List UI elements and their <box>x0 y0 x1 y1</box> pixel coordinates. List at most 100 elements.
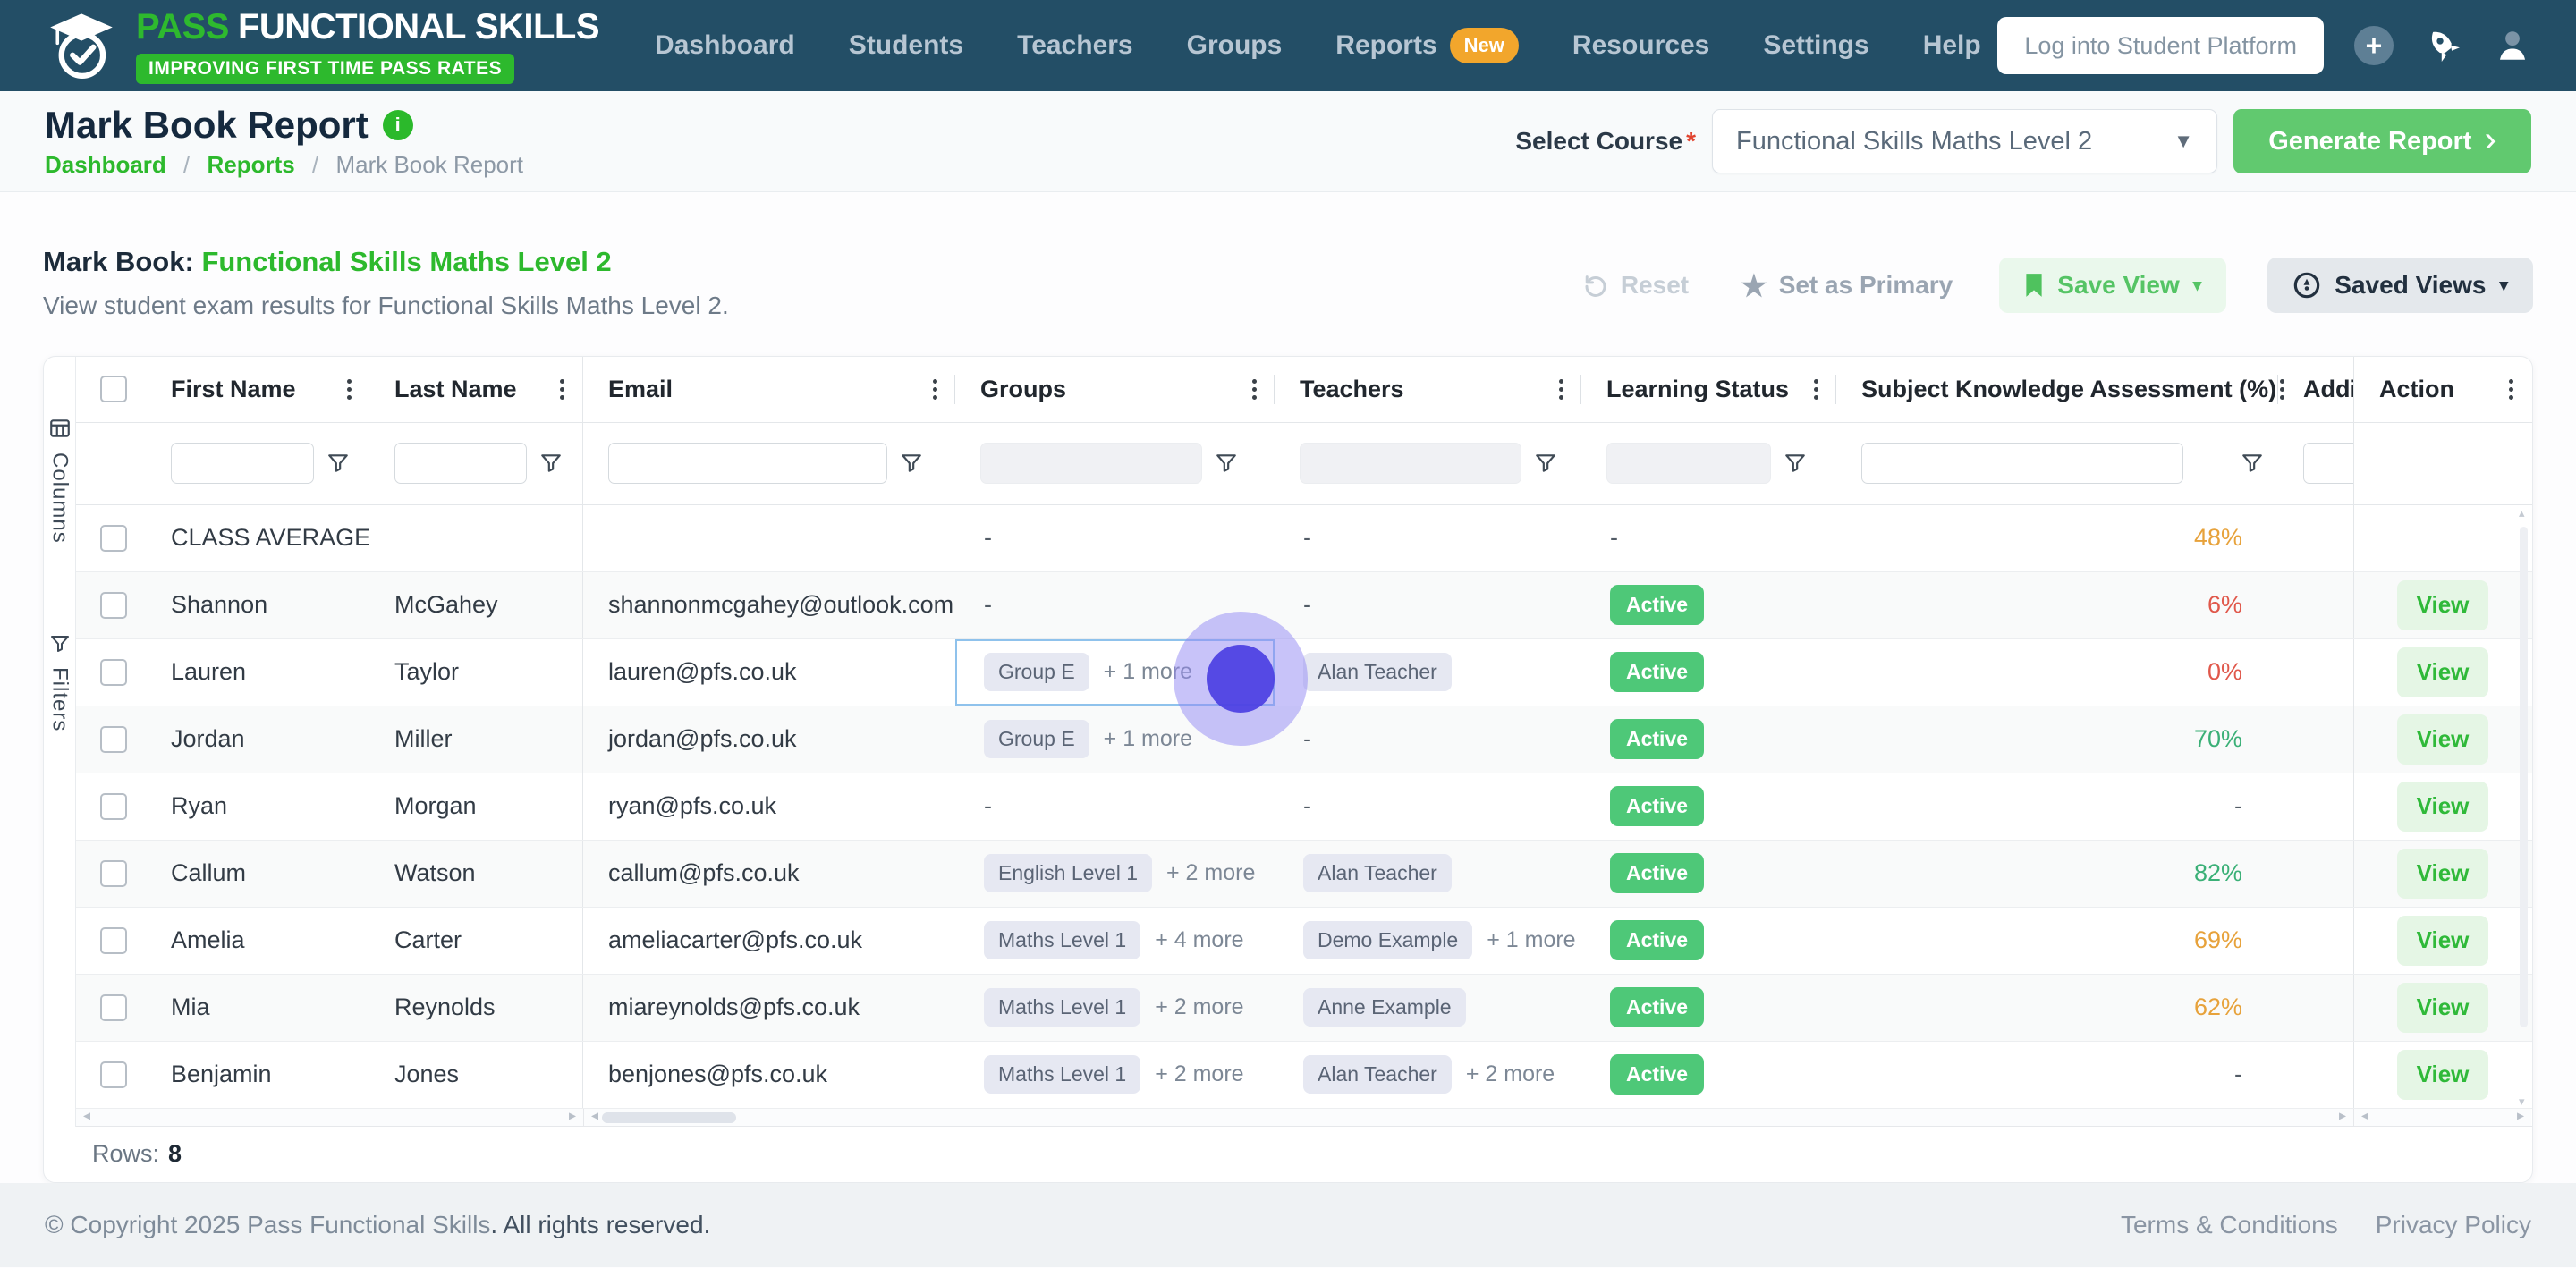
cell-email[interactable]: callum@pfs.co.uk <box>583 841 955 907</box>
row-checkbox[interactable] <box>100 860 127 887</box>
column-menu-icon[interactable] <box>1555 376 1567 403</box>
set-as-primary-button[interactable]: ★ Set as Primary <box>1735 270 1958 301</box>
cell-first-name[interactable]: Shannon <box>151 572 369 638</box>
cell-learning-status[interactable]: - <box>1581 505 1836 571</box>
view-button[interactable]: View <box>2397 1050 2488 1100</box>
save-view-button[interactable]: Save View ▾ <box>1999 258 2226 313</box>
terms-link[interactable]: Terms & Conditions <box>2121 1211 2338 1239</box>
scrollbar-track[interactable]: ◂▸ <box>2353 1109 2531 1126</box>
cell-email[interactable]: benjones@pfs.co.uk <box>583 1042 955 1108</box>
cell-groups[interactable]: - <box>955 773 1275 840</box>
cell-groups[interactable]: Maths Level 1+ 4 more <box>955 908 1275 974</box>
cell-subject-knowledge[interactable]: - <box>1836 773 2278 840</box>
column-menu-icon[interactable] <box>1249 376 1260 403</box>
cell-email[interactable]: shannonmcgahey@outlook.com <box>583 572 955 638</box>
column-menu-icon[interactable] <box>343 376 355 403</box>
row-checkbox[interactable] <box>100 659 127 686</box>
course-select[interactable]: Functional Skills Maths Level 2 ▼ <box>1712 109 2217 173</box>
cell-teachers[interactable]: Anne Example <box>1275 975 1581 1041</box>
cell-groups[interactable]: Maths Level 1+ 2 more <box>955 1042 1275 1108</box>
cell-subject-knowledge[interactable]: - <box>1836 1042 2278 1108</box>
cell-teachers[interactable]: Demo Example+ 1 more <box>1275 908 1581 974</box>
cell-last-name[interactable]: Watson <box>369 841 583 907</box>
nav-item-dashboard[interactable]: Dashboard <box>655 30 795 61</box>
breadcrumb-reports[interactable]: Reports <box>208 151 295 178</box>
cell-subject-knowledge[interactable]: 0% <box>1836 639 2278 706</box>
view-button[interactable]: View <box>2397 849 2488 899</box>
filter-funnel-icon[interactable] <box>1784 452 1807 475</box>
column-header-ska[interactable]: Subject Knowledge Assessment (%) <box>1836 357 2278 422</box>
cell-subject-knowledge[interactable]: 70% <box>1836 706 2278 773</box>
cell-teachers[interactable]: - <box>1275 572 1581 638</box>
filter-funnel-icon[interactable] <box>326 452 350 475</box>
cell-teachers[interactable]: - <box>1275 773 1581 840</box>
column-header-groups[interactable]: Groups <box>955 357 1275 422</box>
cell-teachers[interactable]: - <box>1275 505 1581 571</box>
cell-learning-status[interactable]: Active <box>1581 773 1836 840</box>
cell-subject-knowledge[interactable]: 62% <box>1836 975 2278 1041</box>
column-header-email[interactable]: Email <box>583 357 955 422</box>
cell-subject-knowledge[interactable]: 69% <box>1836 908 2278 974</box>
column-header-first[interactable]: First Name <box>151 357 369 422</box>
row-checkbox[interactable] <box>100 525 127 552</box>
more-label[interactable]: + 2 more <box>1155 1061 1243 1087</box>
cell-groups[interactable]: Group E+ 1 more <box>955 639 1275 706</box>
cell-learning-status[interactable]: Active <box>1581 706 1836 773</box>
cell-first-name[interactable]: Jordan <box>151 706 369 773</box>
cell-learning-status[interactable]: Active <box>1581 841 1836 907</box>
row-checkbox[interactable] <box>100 592 127 619</box>
row-checkbox[interactable] <box>100 994 127 1021</box>
cell-last-name[interactable]: Jones <box>369 1042 583 1108</box>
cell-learning-status[interactable]: Active <box>1581 1042 1836 1108</box>
reset-button[interactable]: Reset <box>1577 270 1694 300</box>
filter-input-email[interactable] <box>608 443 887 484</box>
cell-email[interactable]: ryan@pfs.co.uk <box>583 773 955 840</box>
filter-input-teachers[interactable] <box>1300 443 1521 484</box>
scrollbar-track[interactable]: ◂▸ <box>76 1109 583 1126</box>
cell-first-name[interactable]: Ryan <box>151 773 369 840</box>
cell-teachers[interactable]: Alan Teacher+ 2 more <box>1275 1042 1581 1108</box>
cell-first-name[interactable]: Amelia <box>151 908 369 974</box>
info-icon[interactable]: i <box>383 110 413 140</box>
scrollbar-track[interactable]: ◂▸ <box>583 1109 2353 1126</box>
cell-subject-knowledge[interactable]: 6% <box>1836 572 2278 638</box>
scrollbar-thumb[interactable] <box>2520 527 2528 1027</box>
column-header-addit[interactable]: Addit <box>2278 357 2353 422</box>
vertical-scrollbar[interactable]: ▴ ▾ <box>2518 507 2529 1107</box>
generate-report-button[interactable]: Generate Report› <box>2233 109 2531 173</box>
nav-item-groups[interactable]: Groups <box>1187 30 1283 61</box>
copyright-link[interactable]: © Copyright 2025 Pass Functional Skills <box>45 1211 490 1238</box>
cell-first-name[interactable]: Callum <box>151 841 369 907</box>
column-header-status[interactable]: Learning Status <box>1581 357 1836 422</box>
select-all-checkbox[interactable] <box>100 376 127 402</box>
filter-funnel-icon[interactable] <box>900 452 923 475</box>
cell-groups[interactable]: Group E+ 1 more <box>955 706 1275 773</box>
cell-subject-knowledge[interactable]: 82% <box>1836 841 2278 907</box>
filters-panel-button[interactable]: Filters <box>43 632 78 732</box>
cell-email[interactable]: miareynolds@pfs.co.uk <box>583 975 955 1041</box>
nav-item-reports[interactable]: ReportsNew <box>1335 28 1519 63</box>
rocket-icon[interactable] <box>2424 26 2463 65</box>
cell-email[interactable]: jordan@pfs.co.uk <box>583 706 955 773</box>
filter-funnel-icon[interactable] <box>2241 452 2264 475</box>
cell-groups[interactable]: English Level 1+ 2 more <box>955 841 1275 907</box>
row-checkbox[interactable] <box>100 793 127 820</box>
more-label[interactable]: + 2 more <box>1155 994 1243 1020</box>
cell-learning-status[interactable]: Active <box>1581 975 1836 1041</box>
scroll-left-arrow[interactable]: ◂ <box>2361 1110 2368 1124</box>
cell-email[interactable]: lauren@pfs.co.uk <box>583 639 955 706</box>
add-icon[interactable]: + <box>2354 26 2394 65</box>
filter-input-groups[interactable] <box>980 443 1202 484</box>
breadcrumb-dashboard[interactable]: Dashboard <box>45 151 166 178</box>
cell-teachers[interactable]: - <box>1275 706 1581 773</box>
cell-last-name[interactable] <box>369 505 583 571</box>
cell-learning-status[interactable]: Active <box>1581 908 1836 974</box>
privacy-link[interactable]: Privacy Policy <box>2376 1211 2531 1239</box>
brand-logo[interactable]: PASSFUNCTIONAL SKILLS IMPROVING FIRST TI… <box>45 7 599 84</box>
scrollbar-thumb[interactable] <box>602 1112 736 1123</box>
more-label[interactable]: + 4 more <box>1155 927 1243 953</box>
scroll-left-arrow[interactable]: ◂ <box>83 1110 90 1124</box>
more-label[interactable]: + 1 more <box>1104 726 1192 752</box>
row-checkbox[interactable] <box>100 1061 127 1088</box>
column-menu-icon[interactable] <box>1810 376 1822 403</box>
